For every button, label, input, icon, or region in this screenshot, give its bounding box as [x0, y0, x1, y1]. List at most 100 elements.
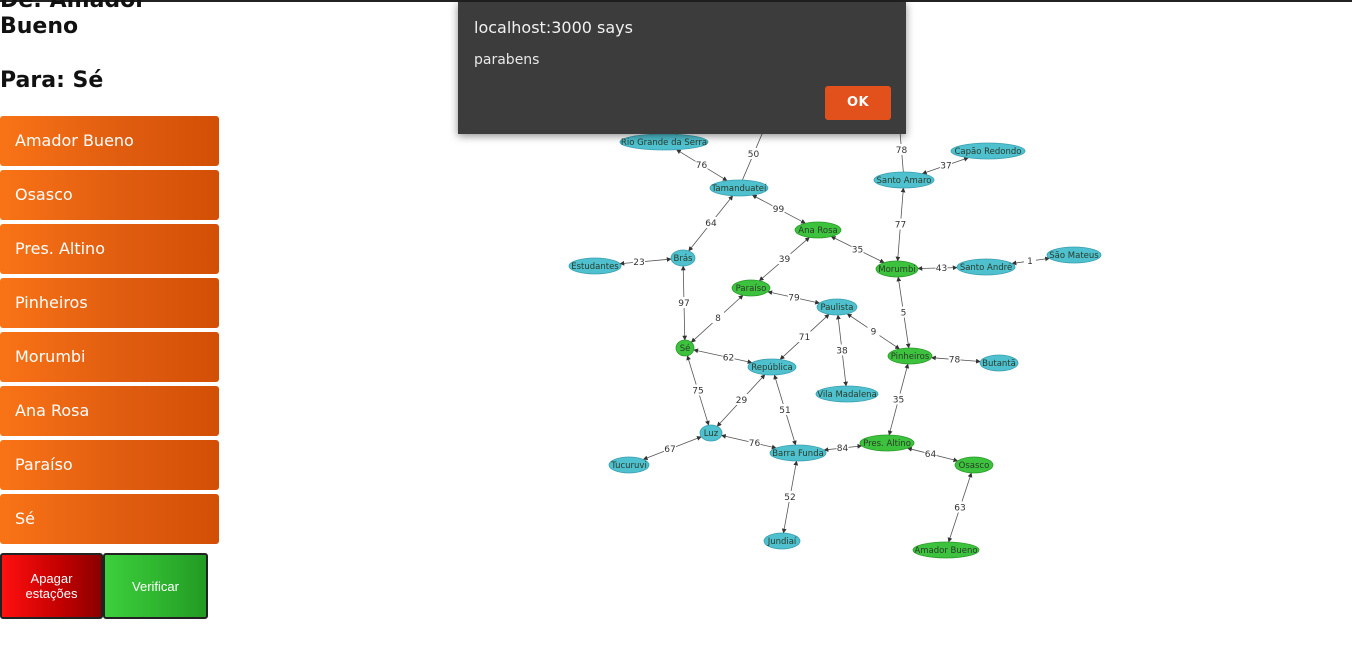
- graph-node-capao-redondo[interactable]: Capão Redondo: [950, 142, 1026, 160]
- graph-node-ana-rosa[interactable]: Ana Rosa: [794, 221, 842, 239]
- verify-label: Verificar: [132, 578, 179, 594]
- graph-node-pinheiros[interactable]: Pinheiros: [887, 347, 933, 365]
- graph-node-label: Estudantes: [571, 262, 619, 272]
- graph-node-paraiso[interactable]: Paraíso: [731, 279, 771, 297]
- graph-node-paulista[interactable]: Paulista: [816, 298, 858, 316]
- station-button-pres-altino[interactable]: Pres. Altino: [0, 224, 219, 274]
- graph-node-tucuruvi[interactable]: Tucuruvi: [608, 456, 650, 474]
- edge-weight-label: 1: [1027, 257, 1033, 267]
- graph-node-shape[interactable]: [709, 179, 769, 197]
- graph-node-shape[interactable]: [675, 339, 695, 357]
- graph-node-shape[interactable]: [979, 354, 1019, 372]
- station-button-morumbi[interactable]: Morumbi: [0, 332, 219, 382]
- graph-node-label: Tucuruvi: [610, 461, 647, 471]
- graph-node-label: Butantã: [982, 359, 1016, 369]
- edge-weight-label: 50: [748, 150, 760, 160]
- edge-label-background: [836, 442, 849, 453]
- station-button-paraiso[interactable]: Paraíso: [0, 440, 219, 490]
- graph-node-shape[interactable]: [956, 258, 1016, 276]
- graph-node-barra-funda[interactable]: Barra Funda: [769, 444, 827, 462]
- edge-weight-label: 63: [954, 504, 965, 514]
- graph-node-label: Pinheiros: [891, 352, 930, 362]
- graph-node-rio-grande-da-serra[interactable]: Rio Grande da Serra: [619, 133, 709, 151]
- edge-weight-label: 67: [664, 445, 675, 455]
- clear-stations-button[interactable]: Apagar estações: [0, 553, 103, 619]
- graph-node-label: Osasco: [959, 461, 990, 471]
- graph-node-shape[interactable]: [816, 298, 858, 316]
- edge-weight-label: 77: [895, 221, 906, 231]
- graph-node-morumbi[interactable]: Morumbi: [875, 260, 919, 278]
- graph-node-pres-altino[interactable]: Pres. Altino: [859, 434, 915, 452]
- edge-label-background: [935, 262, 948, 273]
- graph-node-shape[interactable]: [619, 133, 709, 151]
- graph-node-label: Tamanduateí: [711, 184, 767, 194]
- graph-node-estudantes[interactable]: Estudantes: [568, 257, 622, 275]
- graph-node-shape[interactable]: [747, 358, 797, 376]
- verify-button[interactable]: Verificar: [103, 553, 208, 619]
- graph-node-butanta[interactable]: Butantã: [979, 354, 1019, 372]
- graph-node-shape[interactable]: [763, 532, 801, 550]
- graph-node-shape[interactable]: [731, 279, 771, 297]
- graph-node-amador-bueno[interactable]: Amador Bueno: [912, 541, 980, 559]
- graph-node-santo-andre[interactable]: Santo André: [956, 258, 1016, 276]
- graph-node-label: Amador Bueno: [914, 546, 977, 556]
- graph-node-bras[interactable]: Brás: [670, 249, 696, 267]
- graph-node-label: Luz: [704, 429, 719, 439]
- graph-node-shape[interactable]: [1046, 246, 1102, 264]
- edge-weight-label: 5: [901, 309, 907, 319]
- graph-node-shape[interactable]: [608, 456, 650, 474]
- graph-node-se[interactable]: Sé: [675, 339, 695, 357]
- graph-node-santo-amaro[interactable]: Santo Amaro: [873, 171, 935, 189]
- edge-label-background: [722, 351, 735, 363]
- graph-node-shape[interactable]: [815, 385, 879, 403]
- graph-node-shape[interactable]: [873, 171, 935, 189]
- graph-node-sao-mateus[interactable]: São Mateus: [1046, 246, 1102, 264]
- edge-label-background: [633, 256, 645, 267]
- station-button-osasco[interactable]: Osasco: [0, 170, 219, 220]
- origin-title: De: Amador Bueno: [0, 0, 147, 39]
- graph-node-label: Sé: [680, 343, 691, 354]
- edge-weight-label: 8: [715, 314, 721, 324]
- graph-node-vila-madalena[interactable]: Vila Madalena: [815, 385, 879, 403]
- edge-label-background: [695, 159, 708, 170]
- graph-node-shape[interactable]: [794, 221, 842, 239]
- edge-label-background: [948, 353, 961, 365]
- graph-node-label: Santo Amaro: [876, 176, 931, 186]
- graph-node-luz[interactable]: Luz: [699, 424, 723, 442]
- station-button-pinheiros[interactable]: Pinheiros: [0, 278, 219, 328]
- graph-node-shape[interactable]: [859, 434, 915, 452]
- graph-node-shape[interactable]: [887, 347, 933, 365]
- graph-node-shape[interactable]: [954, 456, 994, 474]
- edge-label-background: [735, 394, 748, 405]
- graph-node-label: São Mateus: [1049, 251, 1099, 261]
- edge-label-background: [924, 448, 937, 459]
- graph-node-label: Rio Grande da Serra: [621, 138, 707, 148]
- edge-weight-label: 9: [871, 328, 877, 338]
- edge-weight-label: 38: [836, 347, 848, 357]
- graph-node-osasco[interactable]: Osasco: [954, 456, 994, 474]
- graph-node-republica[interactable]: República: [747, 358, 797, 376]
- graph-node-tamanduatei[interactable]: Tamanduateí: [709, 179, 769, 197]
- graph-node-shape[interactable]: [912, 541, 980, 559]
- station-button-se[interactable]: Sé: [0, 494, 219, 544]
- station-button-ana-rosa[interactable]: Ana Rosa: [0, 386, 219, 436]
- clear-stations-label: Apagar estações: [25, 571, 78, 601]
- graph-node-jundiai[interactable]: Jundiaí: [763, 532, 801, 550]
- alert-ok-button[interactable]: OK: [825, 86, 891, 120]
- graph-node-shape[interactable]: [769, 444, 827, 462]
- edge-weight-label: 71: [799, 333, 810, 343]
- edge-label-background: [692, 384, 704, 396]
- graph-node-shape[interactable]: [699, 424, 723, 442]
- edge-label-background: [836, 344, 848, 356]
- graph-node-shape[interactable]: [950, 142, 1026, 160]
- graph-node-shape[interactable]: [670, 249, 696, 267]
- edge-weight-label: 64: [925, 450, 937, 460]
- graph-node-shape[interactable]: [568, 257, 622, 275]
- graph-node-label: Santo André: [960, 262, 1012, 273]
- station-button-amador-bueno[interactable]: Amador Bueno: [0, 116, 219, 166]
- graph-node-shape[interactable]: [875, 260, 919, 278]
- graph-node-label: Paulista: [820, 303, 853, 313]
- edge-label-background: [1024, 255, 1036, 266]
- edge-label-background: [940, 159, 952, 171]
